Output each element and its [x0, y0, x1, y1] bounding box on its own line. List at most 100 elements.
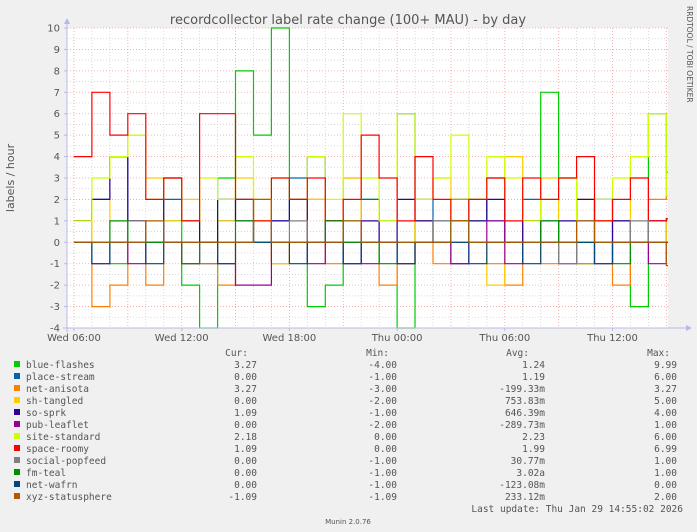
legend-cur: 2.18 — [234, 432, 257, 443]
legend-max: 6.00 — [654, 372, 677, 383]
y-tick-label: -3 — [50, 302, 60, 313]
legend-avg: 30.77m — [511, 456, 546, 467]
x-tick-label: Wed 18:00 — [262, 333, 316, 344]
legend-name: space-roomy — [26, 444, 89, 455]
legend-min: -4.00 — [368, 360, 397, 371]
legend-row-pub-leaflet: pub-leaflet 0.00 -2.00 -289.73m 1.00 — [14, 420, 677, 431]
legend-name: social-popfeed — [26, 456, 106, 467]
x-tick-label: Thu 06:00 — [478, 333, 530, 344]
x-tick-label: Wed 12:00 — [155, 333, 209, 344]
legend-name: place-stream — [26, 372, 95, 383]
legend-swatch — [14, 385, 20, 391]
legend-cur: 3.27 — [234, 360, 257, 371]
legend-row-site-standard: site-standard 2.18 0.00 2.23 6.00 — [14, 432, 677, 443]
legend-swatch — [14, 457, 20, 463]
y-tick-label: 8 — [54, 66, 60, 77]
legend-name: blue-flashes — [26, 360, 95, 371]
legend-avg-header: Avg: — [506, 348, 529, 359]
y-tick-label: 2 — [54, 195, 60, 206]
legend-row-net-anisota: net-anisota 3.27 -3.00 -199.33m 3.27 — [14, 384, 677, 395]
x-axis-arrow-icon — [686, 325, 692, 331]
legend-name: so-sprk — [26, 408, 66, 419]
legend-row-space-roomy: space-roomy 1.09 0.00 1.99 6.99 — [14, 444, 677, 455]
legend-max: 6.99 — [654, 444, 677, 455]
y-tick-label: 9 — [54, 45, 60, 56]
legend-min: -2.00 — [368, 396, 397, 407]
legend-min: -1.00 — [368, 468, 397, 479]
legend-max: 1.00 — [654, 420, 677, 431]
legend-avg: 3.02a — [516, 468, 545, 479]
legend-avg: 753.83m — [505, 396, 545, 407]
x-tick-label: Wed 06:00 — [47, 333, 101, 344]
legend-row-social-popfeed: social-popfeed 0.00 -1.00 30.77m 1.00 — [14, 456, 677, 467]
y-tick-label: 4 — [54, 152, 60, 163]
legend-swatch — [14, 421, 20, 427]
legend-avg: 2.23 — [522, 432, 545, 443]
legend-cur: -1.09 — [228, 492, 257, 503]
legend-min-header: Min: — [366, 348, 389, 359]
legend-max: 1.00 — [654, 468, 677, 479]
legend-avg: -123.08m — [499, 480, 545, 491]
legend-min: -1.00 — [368, 480, 397, 491]
y-tick-label: 1 — [54, 216, 60, 227]
legend-min: -1.00 — [368, 408, 397, 419]
axes — [63, 18, 692, 332]
last-update: Last update: Thu Jan 29 14:55:02 2026 — [471, 504, 683, 515]
legend-max: 6.00 — [654, 432, 677, 443]
rrdtool-watermark: RRDTOOL / TOBI OETIKER — [685, 6, 694, 103]
legend-swatch — [14, 397, 20, 403]
legend-name: xyz-statusphere — [26, 492, 112, 503]
legend-avg: 1.24 — [522, 360, 545, 371]
y-tick-label: 6 — [54, 109, 60, 120]
legend-swatch — [14, 433, 20, 439]
legend: Cur: Min: Avg: Max: blue-flashes 3.27 -4.0… — [14, 348, 677, 503]
legend-avg: 233.12m — [505, 492, 545, 503]
legend-cur: 0.00 — [234, 372, 257, 383]
legend-name: net-anisota — [26, 384, 89, 395]
legend-min: -1.00 — [368, 372, 397, 383]
legend-cur-header: Cur: — [225, 348, 248, 359]
legend-avg: 1.99 — [522, 444, 545, 455]
legend-row-fm-teal: fm-teal 0.00 -1.00 3.02a 1.00 — [14, 468, 677, 479]
legend-cur: 0.00 — [234, 420, 257, 431]
munin-version: Munin 2.0.76 — [325, 518, 371, 526]
y-tick-label: 7 — [54, 88, 60, 99]
legend-name: net-wafrn — [26, 480, 77, 491]
y-tick-label: 0 — [54, 238, 60, 249]
legend-swatch — [14, 409, 20, 415]
legend-min: -2.00 — [368, 420, 397, 431]
legend-swatch — [14, 361, 20, 367]
legend-avg: -289.73m — [499, 420, 545, 431]
legend-row-sh-tangled: sh-tangled 0.00 -2.00 753.83m 5.00 — [14, 396, 677, 407]
legend-min: 0.00 — [374, 444, 397, 455]
legend-max: 3.27 — [654, 384, 677, 395]
legend-min: -3.00 — [368, 384, 397, 395]
legend-max-header: Max: — [647, 348, 670, 359]
legend-cur: 1.09 — [234, 444, 257, 455]
legend-avg: 646.39m — [505, 408, 545, 419]
y-axis-arrow-icon — [64, 18, 70, 24]
y-tick-label: 10 — [47, 24, 60, 35]
legend-max: 0.00 — [654, 480, 677, 491]
legend-cur: 1.09 — [234, 408, 257, 419]
legend-row-blue-flashes: blue-flashes 3.27 -4.00 1.24 9.99 — [14, 360, 677, 371]
legend-max: 4.00 — [654, 408, 677, 419]
series-line-space-roomy — [74, 91, 668, 222]
legend-cur: 0.00 — [234, 480, 257, 491]
y-tick-label: -2 — [50, 281, 60, 292]
legend-swatch — [14, 469, 20, 475]
x-tick-label: Thu 00:00 — [371, 333, 423, 344]
legend-cur: 0.00 — [234, 456, 257, 467]
legend-min: -1.00 — [368, 456, 397, 467]
legend-swatch — [14, 445, 20, 451]
legend-avg: 1.19 — [522, 372, 545, 383]
legend-max: 9.99 — [654, 360, 677, 371]
legend-name: sh-tangled — [26, 396, 83, 407]
legend-avg: -199.33m — [499, 384, 545, 395]
legend-min: 0.00 — [374, 432, 397, 443]
legend-row-place-stream: place-stream 0.00 -1.00 1.19 6.00 — [14, 372, 677, 383]
y-axis-label: labels / hour — [4, 143, 17, 212]
legend-min: -1.09 — [368, 492, 397, 503]
legend-cur: 3.27 — [234, 384, 257, 395]
tick-labels: -4 -3 -2 -1 0 1 2 3 4 5 6 7 8 9 10 Wed 06:00 Wed 12:00 We… — [47, 24, 638, 345]
